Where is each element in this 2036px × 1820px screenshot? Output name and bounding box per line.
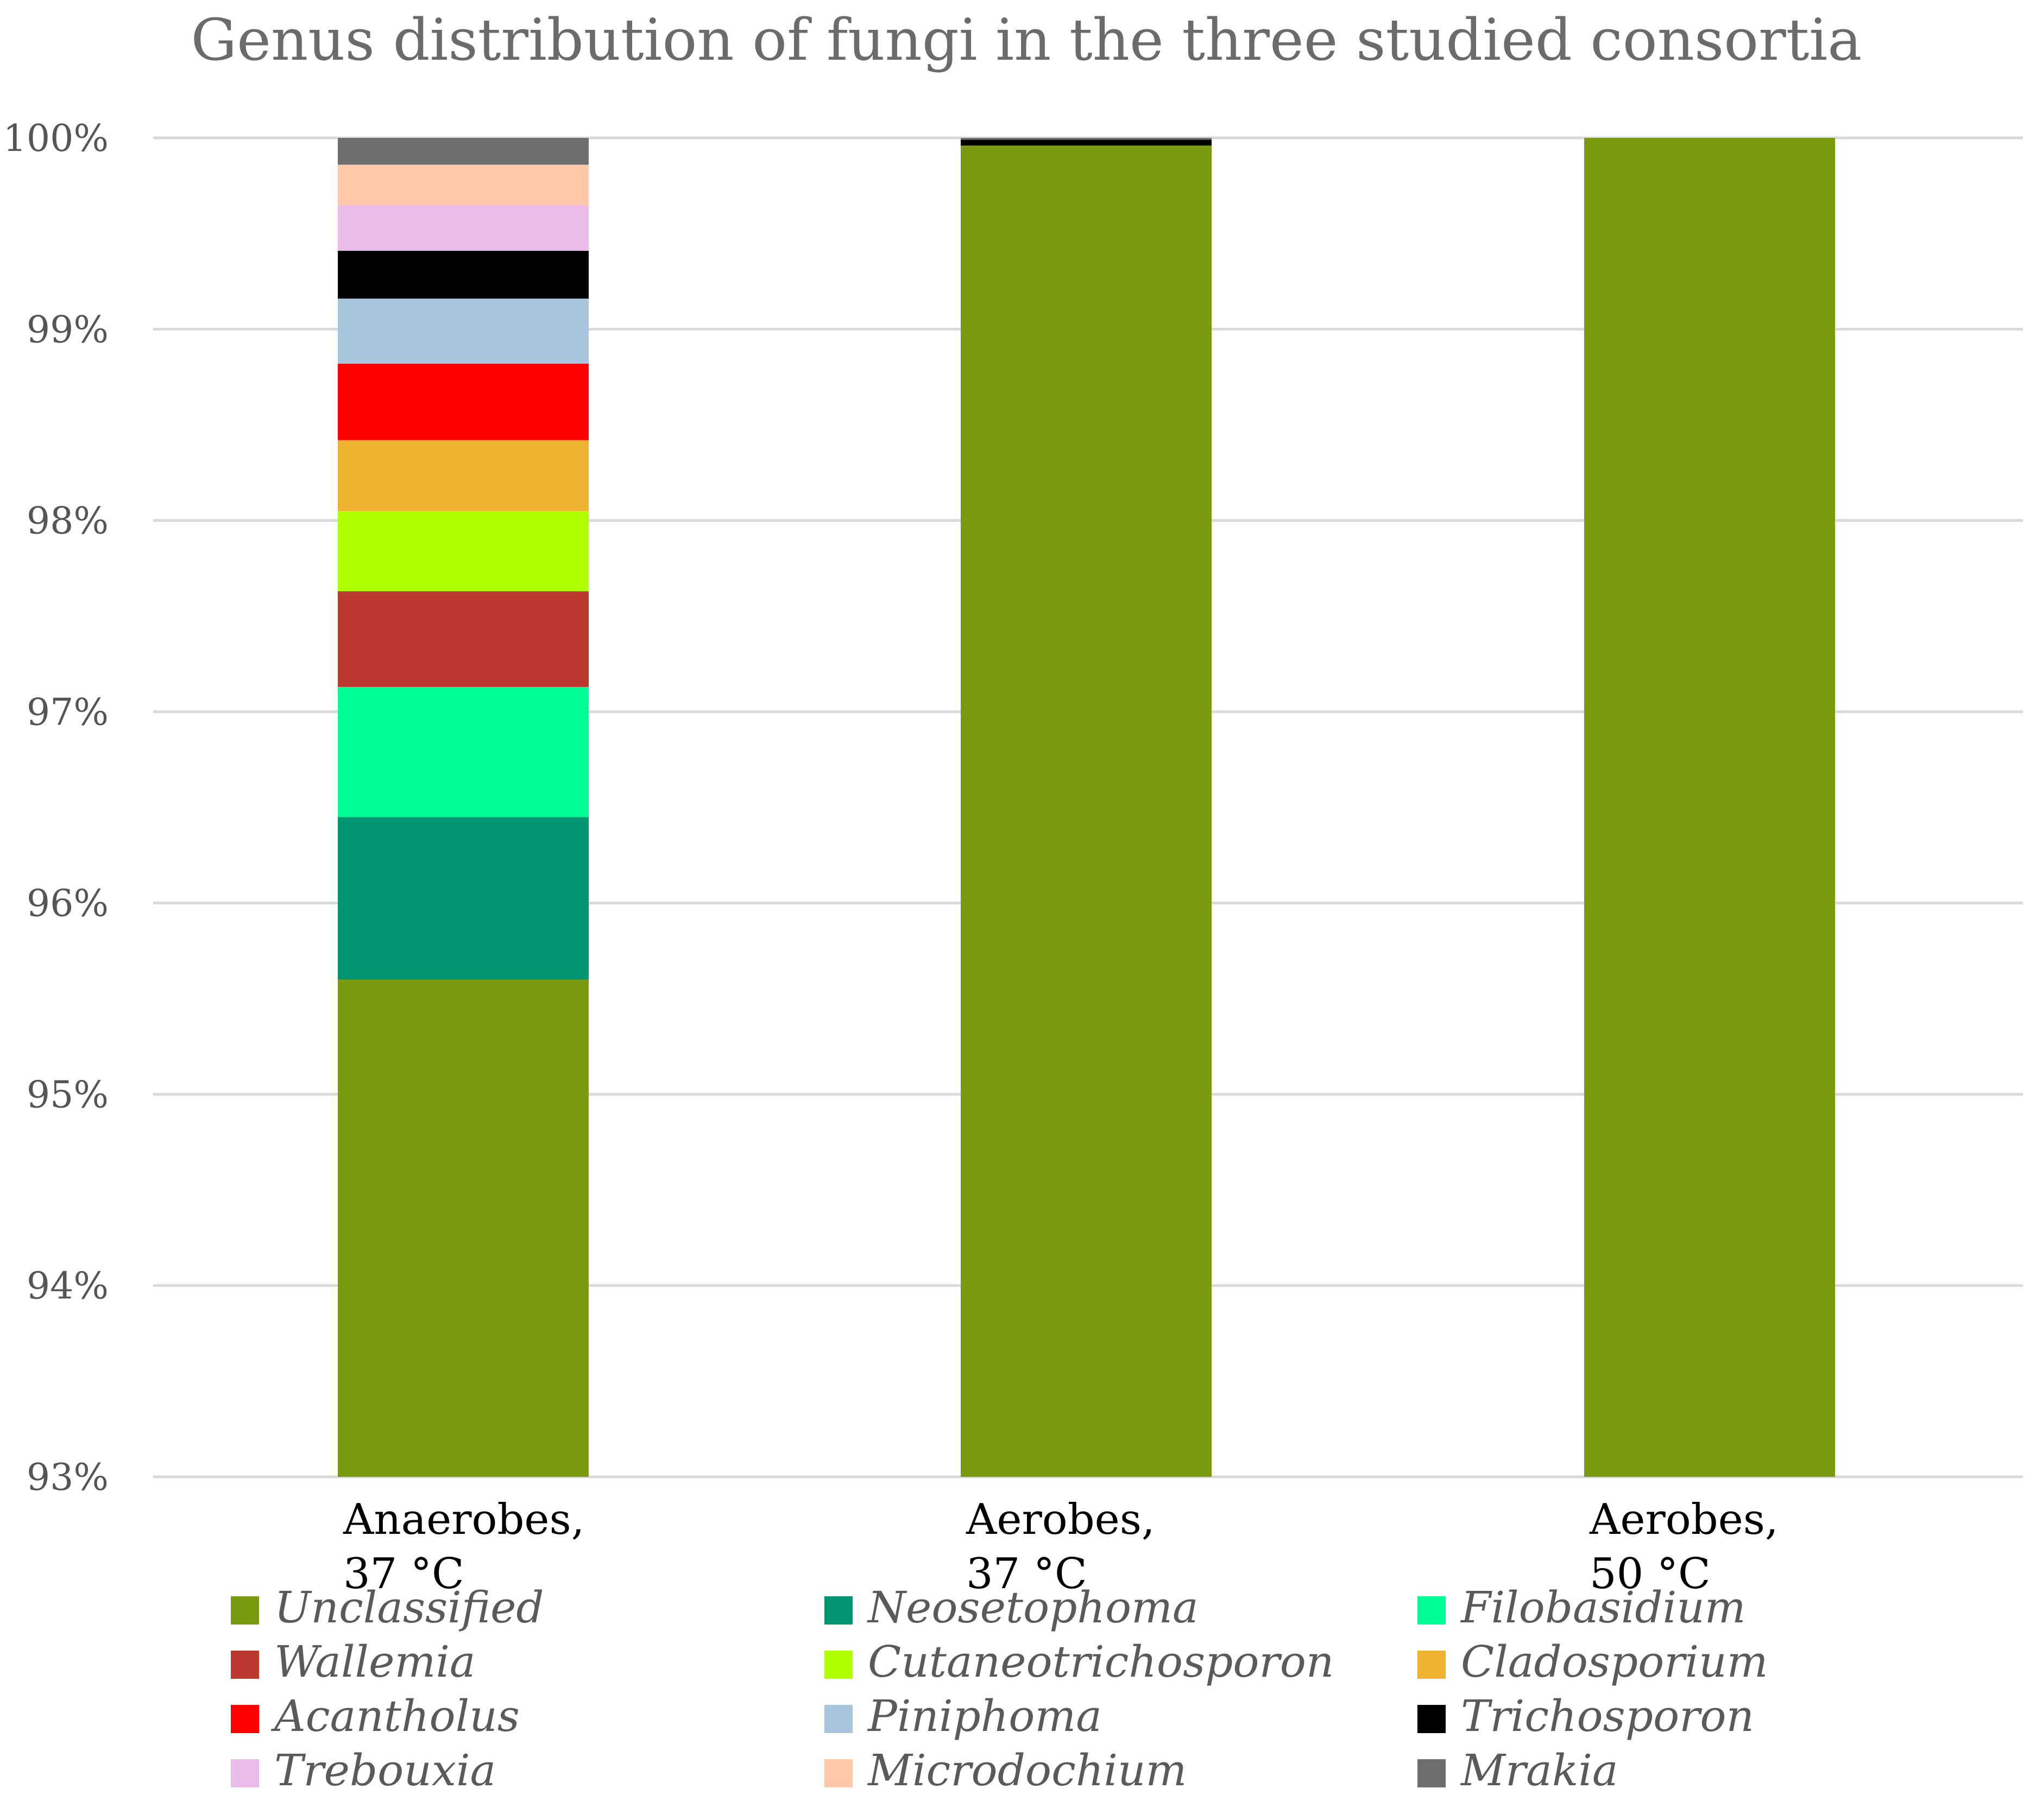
bar-segment-piniphoma-1 xyxy=(338,298,589,364)
legend-item-mrakia: Mrakia xyxy=(1417,1745,1618,1796)
legend-swatch xyxy=(231,1651,259,1679)
legend-item-piniphoma: Piniphoma xyxy=(824,1691,1102,1741)
legend-item-unclassified: Unclassified xyxy=(231,1582,544,1633)
legend-item-filobasidium: Filobasidium xyxy=(1417,1582,1746,1633)
y-tick-label: 93% xyxy=(27,1456,109,1499)
legend-label: Wallemia xyxy=(274,1636,476,1687)
bar-segment-microdochium-1 xyxy=(338,165,589,205)
legend-label: Unclassified xyxy=(274,1582,544,1633)
y-tick-label: 94% xyxy=(27,1265,109,1308)
bar-segment-filobasidium-1 xyxy=(338,687,589,817)
legend-item-trichosporon: Trichosporon xyxy=(1417,1691,1754,1741)
x-tick-label-line: Anaerobes, xyxy=(343,1495,584,1544)
legend-label: Neosetophoma xyxy=(867,1582,1199,1633)
legend-label: Trebouxia xyxy=(274,1745,496,1796)
y-tick-label: 96% xyxy=(27,882,109,925)
legend-swatch xyxy=(824,1651,853,1679)
bar-segment-cutaneotrichosporon-1 xyxy=(338,510,589,591)
bar-segment-acantholus-1 xyxy=(338,363,589,440)
y-tick-label: 98% xyxy=(27,500,109,543)
legend-swatch xyxy=(824,1705,853,1733)
legend-label: Piniphoma xyxy=(867,1691,1102,1741)
x-tick-label: Aerobes, 37 °C xyxy=(966,1495,1155,1598)
bar-segment-cladosporium-1 xyxy=(338,440,589,511)
legend-swatch xyxy=(231,1759,259,1787)
x-tick-label-line: 50 °C xyxy=(1590,1550,1711,1598)
legend-item-cladosporium: Cladosporium xyxy=(1417,1636,1768,1687)
legend-item-microdochium: Microdochium xyxy=(824,1745,1187,1796)
legend-swatch xyxy=(1417,1705,1446,1733)
legend-swatch xyxy=(231,1705,259,1733)
bar-segment-mrakia-2 xyxy=(961,138,1212,140)
legend-label: Cutaneotrichosporon xyxy=(868,1636,1334,1687)
legend-label: Cladosporium xyxy=(1461,1636,1768,1687)
legend-label: Microdochium xyxy=(867,1745,1187,1796)
legend-swatch xyxy=(1417,1651,1446,1679)
x-tick-label-line: Aerobes, xyxy=(1589,1495,1779,1544)
bar-segment-wallemia-1 xyxy=(338,591,589,687)
legend-label: Acantholus xyxy=(270,1691,520,1741)
y-tick-label: 99% xyxy=(27,308,109,351)
legend-item-neosetophoma: Neosetophoma xyxy=(824,1582,1199,1633)
y-tick-label: 100% xyxy=(3,117,109,160)
bar-segment-trichosporon-2 xyxy=(961,140,1212,146)
legend-item-trebouxia: Trebouxia xyxy=(231,1745,496,1796)
x-tick-label: Anaerobes, 37 °C xyxy=(343,1495,584,1598)
bar-segment-unclassified-1 xyxy=(338,979,589,1477)
x-axis-ticks: Anaerobes, 37 °C Aerobes, 37 °C Aerobes, 50 °… xyxy=(343,1495,1779,1598)
y-axis-ticks: 93% 94% 95% 96% 97% 98% 99% 100% xyxy=(3,117,109,1499)
bar-segment-neosetophoma-1 xyxy=(338,817,589,980)
y-tick-label: 97% xyxy=(27,691,109,734)
legend-swatch xyxy=(824,1596,853,1625)
x-tick-label: Aerobes, 50 °C xyxy=(1589,1495,1779,1598)
x-tick-label-line: 37 °C xyxy=(343,1550,464,1598)
y-tick-label: 95% xyxy=(27,1073,109,1116)
legend-swatch xyxy=(231,1596,259,1625)
bar-segment-trichosporon-1 xyxy=(338,250,589,299)
legend-item-acantholus: Acantholus xyxy=(231,1691,520,1741)
x-tick-label-line: Aerobes, xyxy=(966,1495,1155,1544)
bar-segment-unclassified-3 xyxy=(1584,138,1835,1477)
legend-label: Trichosporon xyxy=(1461,1691,1754,1741)
legend-swatch xyxy=(1417,1759,1446,1787)
bar-segment-trebouxia-1 xyxy=(338,205,589,251)
legend-swatch xyxy=(824,1759,853,1787)
bars xyxy=(338,138,1835,1477)
x-tick-label-line: 37 °C xyxy=(966,1550,1087,1598)
legend-label: Mrakia xyxy=(1460,1745,1618,1796)
bar-segment-mrakia-1 xyxy=(338,138,589,165)
legend-item-wallemia: Wallemia xyxy=(231,1636,476,1687)
legend-swatch xyxy=(1417,1596,1446,1625)
legend: Unclassified Neosetophoma Filobasidium Wall… xyxy=(231,1582,1768,1796)
chart-title: Genus distribution of fungi in the three… xyxy=(191,7,1862,73)
legend-label: Filobasidium xyxy=(1460,1582,1746,1633)
bar-segment-unclassified-2 xyxy=(961,146,1212,1477)
legend-item-cutaneotrichosporon: Cutaneotrichosporon xyxy=(824,1636,1334,1687)
